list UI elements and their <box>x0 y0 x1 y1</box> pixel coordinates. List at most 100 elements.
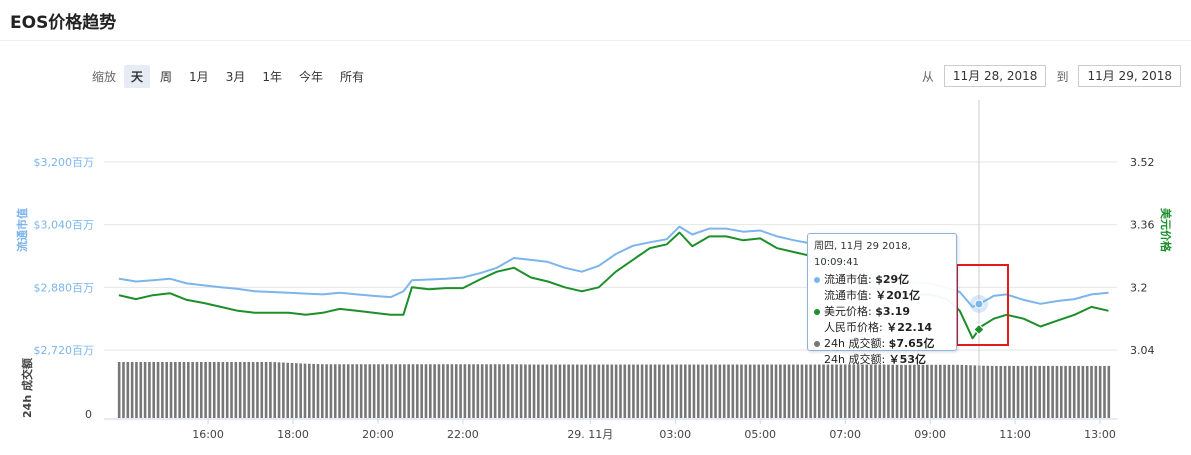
volume-bar <box>779 364 782 418</box>
volume-bar <box>688 364 691 418</box>
x-tick-label: 11:00 <box>999 428 1031 441</box>
volume-bar <box>653 364 657 418</box>
volume-bar <box>511 364 514 418</box>
volume-bar <box>822 364 825 418</box>
volume-bar <box>580 364 583 418</box>
volume-bar <box>139 362 143 418</box>
volume-bar <box>437 364 441 418</box>
volume-bar <box>459 364 462 418</box>
volume-bar <box>251 362 255 418</box>
volume-bar <box>878 364 882 418</box>
volume-bar <box>390 364 393 418</box>
volume-bar <box>770 364 774 418</box>
volume-bar <box>394 364 398 418</box>
volume-bar <box>308 363 311 418</box>
volume-bar <box>143 362 147 418</box>
left-tick-label: $2,880百万 <box>34 281 95 294</box>
volume-bar <box>368 364 372 418</box>
volume-bar <box>567 364 570 418</box>
volume-bar <box>524 364 527 418</box>
volume-bar <box>584 364 588 418</box>
volume-bar <box>515 364 519 418</box>
left-tick-label: $3,200百万 <box>34 156 95 169</box>
volume-bar <box>1072 365 1076 418</box>
zoom-button-all[interactable]: 所有 <box>339 69 364 84</box>
volume-bar <box>1094 365 1098 418</box>
tooltip-row-price-cny: 人民币价格: ￥22.14 <box>814 320 950 336</box>
volume-bar <box>658 364 661 418</box>
volume-bar <box>1064 365 1067 418</box>
volume-bar <box>290 362 294 418</box>
volume-bar <box>1012 365 1016 418</box>
x-tick-label: 16:00 <box>192 428 224 441</box>
volume-bar <box>917 364 920 418</box>
to-label: 到 <box>1056 69 1069 84</box>
volume-bar <box>1008 365 1011 418</box>
volume-bar <box>489 364 493 418</box>
volume-bar <box>1107 365 1111 418</box>
volume-bar <box>835 364 838 418</box>
right-tick-label: 3.04 <box>1130 344 1155 357</box>
volume-bar <box>446 364 449 418</box>
tooltip-header: 周四, 11月 29 2018, 10:09:41 <box>814 241 911 268</box>
x-tick-label: 09:00 <box>914 428 946 441</box>
from-date-input[interactable]: 11月 28, 2018 <box>943 65 1047 87</box>
chart-axes: $2,720百万 $2,880百万 $3,040百万 $3,200百万 3.04 3.2 3… <box>15 156 1173 441</box>
volume-bar <box>796 364 799 418</box>
zoom-button-1month[interactable]: 1月 <box>189 69 209 84</box>
volume-bar <box>398 364 402 418</box>
volume-bar <box>199 362 203 418</box>
volume-bar <box>217 362 220 418</box>
date-range-selector: 从 11月 28, 2018 到 11月 29, 2018 <box>922 65 1181 87</box>
volume-bar <box>519 364 523 418</box>
volume-bar <box>212 362 216 418</box>
from-label: 从 <box>921 69 934 84</box>
volume-bar <box>593 364 596 418</box>
volume-bar <box>882 364 886 418</box>
volume-bar <box>1068 365 1072 418</box>
x-tick-label: 20:00 <box>362 428 394 441</box>
volume-bar <box>1025 365 1028 418</box>
volume-bar <box>493 364 497 418</box>
zoom-button-week[interactable]: 周 <box>160 69 173 84</box>
zoom-button-1year[interactable]: 1年 <box>262 69 282 84</box>
market-cap-hover-marker <box>974 299 984 309</box>
zoom-button-ytd[interactable]: 今年 <box>298 69 323 84</box>
zoom-button-3month[interactable]: 3月 <box>225 69 246 84</box>
volume-bar <box>856 364 860 418</box>
x-tick-label: 03:00 <box>659 428 691 441</box>
volume-bar <box>982 365 985 418</box>
volume-bar <box>874 364 877 418</box>
volume-bar <box>204 362 207 418</box>
volume-bar <box>969 365 972 418</box>
volume-bar <box>1003 365 1007 418</box>
volume-bar <box>597 364 601 418</box>
volume-bar <box>187 362 190 418</box>
zoom-button-day[interactable]: 天 <box>124 64 151 88</box>
right-tick-label: 3.52 <box>1130 156 1155 169</box>
volume-bar <box>502 364 506 418</box>
volume-bar <box>813 364 817 418</box>
volume-bar <box>817 364 821 418</box>
volume-bar <box>1081 365 1085 418</box>
volume-bar <box>476 364 480 418</box>
left-tick-label: $2,720百万 <box>34 344 95 357</box>
x-tick-label: 05:00 <box>744 428 776 441</box>
tooltip-label: 流通市值: <box>824 289 876 302</box>
volume-bar <box>1103 365 1106 418</box>
volume-bar <box>774 364 778 418</box>
tooltip-row-volume-usd: 24h 成交额: $7.65亿 <box>814 336 950 352</box>
volume-bar <box>191 362 194 418</box>
volume-bar <box>420 364 423 418</box>
volume-bar <box>748 364 752 418</box>
volume-bar <box>891 364 895 418</box>
volume-bar <box>1051 365 1054 418</box>
volume-bar <box>619 364 622 418</box>
volume-bar <box>1059 365 1063 418</box>
volume-bar <box>718 364 722 418</box>
volume-bar <box>632 364 635 418</box>
volume-bar <box>416 364 419 418</box>
right-tick-label: 3.36 <box>1130 219 1155 232</box>
to-date-input[interactable]: 11月 29, 2018 <box>1078 65 1181 87</box>
